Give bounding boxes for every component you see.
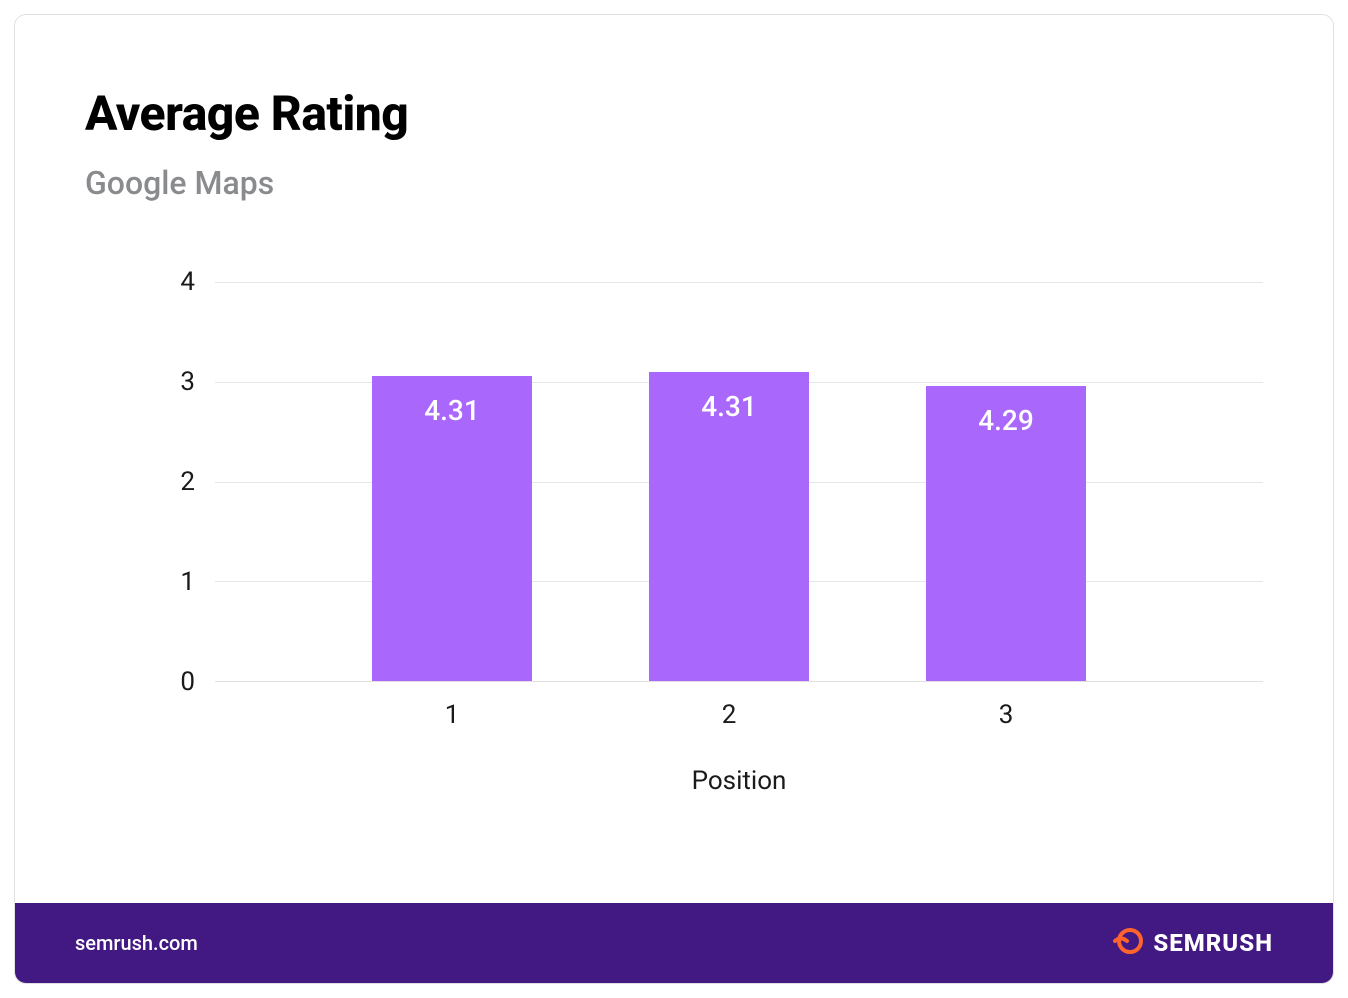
bars-container: 4.31 4.31 4.29 (215, 282, 1263, 681)
bar-3: 4.29 (926, 386, 1086, 681)
chart-subtitle: Google Maps (85, 164, 1263, 202)
brand-fire-icon (1113, 926, 1143, 960)
y-tick-4: 4 (180, 267, 195, 297)
bar-value-1: 4.31 (372, 394, 532, 427)
chart-content: Average Rating Google Maps 4 3 2 1 0 (15, 15, 1333, 903)
chart-title: Average Rating (85, 85, 1263, 142)
bar-value-3: 4.29 (926, 404, 1086, 437)
chart-area: 4 3 2 1 0 4.31 (85, 282, 1263, 863)
x-axis-label: Position (215, 766, 1263, 796)
y-axis: 4 3 2 1 0 (85, 282, 215, 682)
bar-2: 4.31 (649, 372, 809, 681)
footer-bar: semrush.com SEMRUSH (15, 903, 1333, 983)
brand-name: SEMRUSH (1153, 929, 1273, 957)
y-tick-2: 2 (180, 467, 195, 497)
bar-slot-3: 4.29 (926, 282, 1086, 681)
y-tick-1: 1 (180, 567, 195, 597)
plot-row: 4 3 2 1 0 4.31 (85, 282, 1263, 682)
bar-slot-1: 4.31 (372, 282, 532, 681)
bar-value-2: 4.31 (649, 390, 809, 423)
x-tick-3: 3 (926, 700, 1086, 730)
x-tick-2: 2 (649, 700, 809, 730)
x-ticks: 1 2 3 (215, 700, 1263, 730)
plot: 4.31 4.31 4.29 (215, 282, 1263, 682)
bar-1: 4.31 (372, 376, 532, 681)
chart-card: Average Rating Google Maps 4 3 2 1 0 (14, 14, 1334, 984)
bar-slot-2: 4.31 (649, 282, 809, 681)
y-tick-0: 0 (180, 667, 195, 697)
x-axis: 1 2 3 (215, 700, 1263, 730)
y-tick-3: 3 (180, 367, 195, 397)
x-tick-1: 1 (372, 700, 532, 730)
footer-url: semrush.com (75, 931, 198, 955)
brand-logo: SEMRUSH (1113, 926, 1273, 960)
